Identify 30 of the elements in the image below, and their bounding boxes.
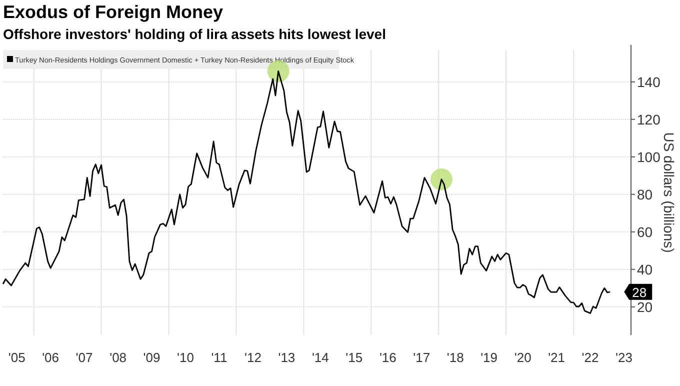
x-tick-label: '06 — [42, 350, 60, 365]
y-tick-label: 140 — [637, 74, 661, 90]
x-tick-label: '15 — [346, 350, 363, 365]
y-tick-label: 100 — [637, 148, 661, 165]
chart-title: Exodus of Foreign Money — [3, 2, 224, 22]
x-tick-label: '10 — [177, 350, 194, 365]
x-tick-label: '23 — [616, 350, 632, 365]
x-tick-label: '13 — [278, 350, 296, 365]
x-tick-label: '16 — [379, 350, 396, 365]
x-tick-label: '07 — [76, 350, 93, 365]
annotation: 28 — [632, 284, 647, 300]
x-tick-label: '18 — [446, 350, 464, 365]
x-tick-label: '19 — [480, 350, 498, 365]
y-tick-label: 120 — [637, 111, 661, 128]
x-tick-label: '11 — [211, 350, 228, 365]
x-tick-label: '20 — [514, 350, 532, 365]
chart-subtitle: Offshore investors' holding of lira assets hits lowest level — [3, 26, 386, 42]
x-tick-label: '12 — [244, 350, 262, 365]
y-tick-label: 80 — [637, 186, 653, 202]
x-tick-label: '17 — [413, 350, 430, 365]
y-tick-label: 20 — [637, 298, 653, 315]
x-tick-label: '05 — [8, 350, 26, 365]
y-tick-label: 60 — [637, 224, 653, 240]
y-axis-title: US dollars (billions) — [661, 132, 677, 253]
x-tick-label: '21 — [548, 350, 566, 365]
x-tick-label: '08 — [110, 350, 127, 365]
y-tick-label: 40 — [637, 261, 653, 278]
x-tick-label: '14 — [312, 350, 329, 365]
x-tick-label: '22 — [582, 350, 599, 365]
x-tick-label: '09 — [143, 350, 160, 365]
